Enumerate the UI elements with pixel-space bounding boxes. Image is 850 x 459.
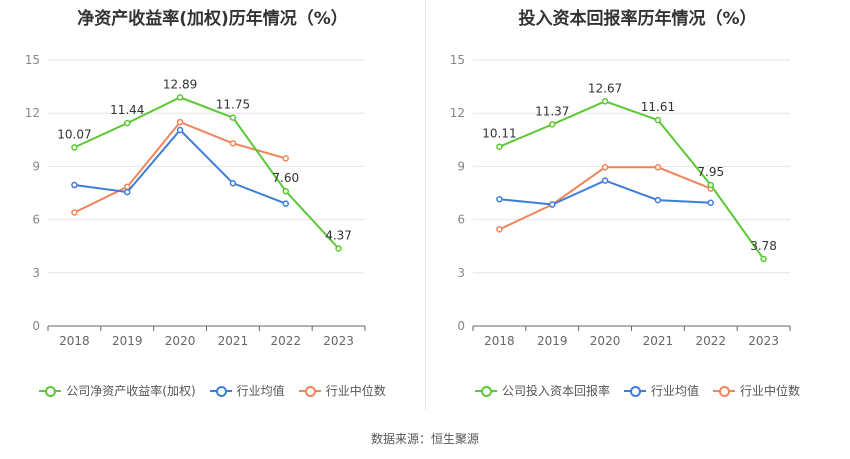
x-tick-label: 2018 xyxy=(484,334,515,348)
legend-item[interactable]: 行业中位数 xyxy=(298,382,386,399)
y-tick-label: 9 xyxy=(457,159,465,173)
y-tick-label: 3 xyxy=(457,266,465,280)
y-tick-label: 15 xyxy=(450,53,465,67)
x-tick-label: 2021 xyxy=(218,334,249,348)
series-line xyxy=(499,179,711,206)
y-tick-label: 12 xyxy=(25,106,40,120)
data-label: 12.89 xyxy=(163,77,197,91)
x-tick-label: 2021 xyxy=(643,334,674,348)
series-line xyxy=(73,96,340,250)
data-point xyxy=(549,201,556,208)
chart-legend: 公司投入资本回报率 行业均值 行业中位数 xyxy=(425,382,850,399)
legend-label: 行业均值 xyxy=(650,384,699,398)
y-tick-label: 12 xyxy=(450,106,465,120)
data-point xyxy=(71,144,78,151)
data-point xyxy=(654,116,662,124)
y-tick-label: 0 xyxy=(32,319,40,333)
data-point xyxy=(229,179,237,187)
legend-label: 行业均值 xyxy=(236,384,285,398)
data-point xyxy=(124,188,131,196)
data-label: 4.37 xyxy=(325,229,352,243)
y-tick-label: 3 xyxy=(32,266,40,280)
roic-line-chart: 0 3 6 9 12 15 2018 2019 2020 2021 2022 2023 10.11 11.… xyxy=(450,53,791,348)
legend-item[interactable]: 行业中位数 xyxy=(713,382,800,399)
y-tick-label: 6 xyxy=(32,213,40,227)
panel-divider xyxy=(425,0,426,410)
data-point xyxy=(496,195,503,203)
legend-label: 公司投入资本回报率 xyxy=(501,384,610,398)
legend-label: 行业中位数 xyxy=(325,384,386,398)
legend-item[interactable]: 公司净资产收益率(加权) xyxy=(39,382,196,399)
legend-line-marker-icon xyxy=(298,385,321,397)
data-point xyxy=(601,164,609,171)
data-point xyxy=(176,94,184,101)
x-tick-label: 2023 xyxy=(748,334,779,348)
x-tick-label: 2018 xyxy=(59,334,90,348)
x-tick-label: 2022 xyxy=(270,334,301,348)
roe-line-chart: 0 3 6 9 12 15 2018 2019 2020 2021 2022 2023 10.07 11.… xyxy=(25,53,366,348)
legend-line-marker-icon xyxy=(713,385,735,397)
chart-legend: 公司净资产收益率(加权) 行业均值 行业中位数 xyxy=(0,382,425,399)
legend-line-marker-icon xyxy=(474,385,497,397)
data-source-note: 数据来源：恒生聚源 xyxy=(370,432,479,446)
y-tick-label: 9 xyxy=(32,159,40,173)
y-tick-label: 0 xyxy=(457,319,465,333)
chart-title: 净资产收益率(加权)历年情况（%） xyxy=(77,9,348,29)
data-point xyxy=(124,119,131,127)
x-tick-label: 2020 xyxy=(590,334,621,348)
data-point xyxy=(176,118,184,126)
x-tick-label: 2019 xyxy=(537,334,568,348)
legend-label: 行业中位数 xyxy=(740,384,801,398)
series-line xyxy=(73,120,287,214)
data-point xyxy=(124,183,131,191)
roic-chart-panel: 投入资本回报率历年情况（%） 0 3 6 9 12 15 2018 2019 2020 2021 2… xyxy=(425,0,850,420)
chart-title: 投入资本回报率历年情况（%） xyxy=(518,9,757,29)
data-label: 11.44 xyxy=(110,103,144,117)
data-point xyxy=(229,114,237,121)
x-tick-label: 2019 xyxy=(112,334,143,348)
data-point xyxy=(71,181,78,189)
data-point xyxy=(654,164,662,171)
data-point xyxy=(654,196,662,204)
legend-line-marker-icon xyxy=(209,385,232,397)
data-label: 10.11 xyxy=(482,127,516,141)
data-point xyxy=(282,187,289,195)
legend-label: 公司净资产收益率(加权) xyxy=(66,384,196,398)
y-tick-label: 15 xyxy=(25,53,40,67)
data-label: 10.07 xyxy=(57,127,91,141)
data-point xyxy=(496,226,503,233)
data-point xyxy=(335,245,342,252)
data-point xyxy=(601,177,609,184)
legend-item[interactable]: 公司投入资本回报率 xyxy=(474,382,610,399)
x-tick-label: 2022 xyxy=(695,334,726,348)
x-tick-label: 2020 xyxy=(165,334,196,348)
data-point xyxy=(601,98,609,105)
series-line xyxy=(499,100,765,260)
data-label: 12.67 xyxy=(588,81,622,95)
data-label: 11.61 xyxy=(641,100,675,114)
data-point xyxy=(176,126,184,134)
data-point xyxy=(282,155,289,162)
data-point xyxy=(282,200,289,207)
data-label: 7.60 xyxy=(272,171,299,185)
y-tick-label: 6 xyxy=(457,213,465,227)
data-point xyxy=(707,181,714,189)
x-tick-label: 2023 xyxy=(323,334,354,348)
data-point xyxy=(760,255,767,263)
roe-chart-panel: 净资产收益率(加权)历年情况（%） 0 3 6 9 12 15 2018 2019 2020 20… xyxy=(0,0,425,420)
legend-line-marker-icon xyxy=(39,385,62,397)
data-point xyxy=(229,140,237,147)
legend-item[interactable]: 行业均值 xyxy=(623,382,699,399)
data-label: 3.78 xyxy=(750,239,777,253)
legend-line-marker-icon xyxy=(623,385,646,397)
data-point xyxy=(496,143,503,150)
data-label: 7.95 xyxy=(697,165,724,179)
data-point xyxy=(71,209,78,216)
data-point xyxy=(707,199,714,207)
data-label: 11.37 xyxy=(535,104,569,118)
data-point xyxy=(549,121,556,128)
data-label: 11.75 xyxy=(216,98,250,112)
legend-item[interactable]: 行业均值 xyxy=(209,382,285,399)
